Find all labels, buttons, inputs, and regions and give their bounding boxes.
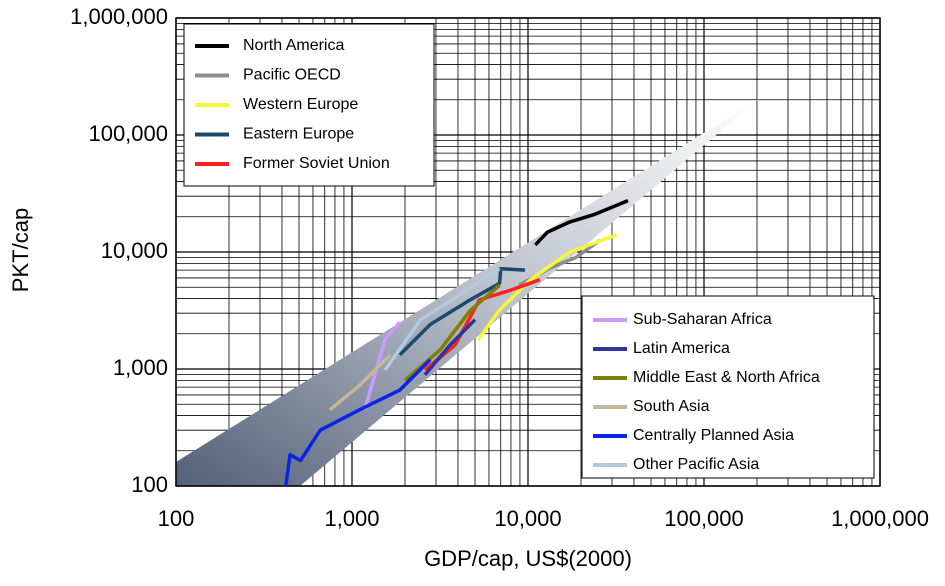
series-line	[328, 353, 392, 411]
series-line	[398, 266, 526, 357]
legend-label: Other Pacific Asia	[633, 456, 759, 473]
plot-frame	[175, 17, 881, 487]
x-tick-label: 100,000	[664, 506, 744, 531]
legend-label: North America	[243, 37, 344, 54]
range-wedge	[176, 98, 760, 486]
legend-label: Eastern Europe	[243, 126, 354, 143]
x-tick-label: 1,000,000	[831, 506, 929, 531]
series-line	[383, 267, 501, 372]
legend-label: South Asia	[633, 398, 710, 415]
y-tick-label: 100,000	[88, 121, 168, 146]
legend-label: Pacific OECD	[243, 67, 341, 84]
legend-box	[581, 295, 875, 479]
series-line	[534, 198, 629, 247]
series-line	[423, 318, 477, 377]
y-tick-label: 10,000	[101, 238, 168, 263]
y-tick-label: 1,000	[113, 355, 168, 380]
x-tick-label: 100	[158, 506, 195, 531]
legend-label: Sub-Saharan Africa	[633, 311, 772, 328]
legend-label: Middle East & North Africa	[633, 369, 820, 386]
x-axis-title: GDP/cap, US$(2000)	[424, 546, 632, 571]
x-tick-label: 1,000	[324, 506, 379, 531]
legend-label: Centrally Planned Asia	[633, 427, 794, 444]
y-tick-label: 1,000,000	[70, 4, 168, 29]
series-line	[363, 321, 402, 411]
legend-label: Former Soviet Union	[243, 155, 390, 172]
series-line	[476, 233, 618, 342]
x-tick-label: 10,000	[494, 506, 561, 531]
y-axis-title: PKT/cap	[8, 208, 33, 292]
legend-label: Western Europe	[243, 96, 358, 113]
series-line	[283, 358, 432, 487]
legend-label: Latin America	[633, 340, 730, 357]
y-tick-label: 100	[131, 472, 168, 497]
